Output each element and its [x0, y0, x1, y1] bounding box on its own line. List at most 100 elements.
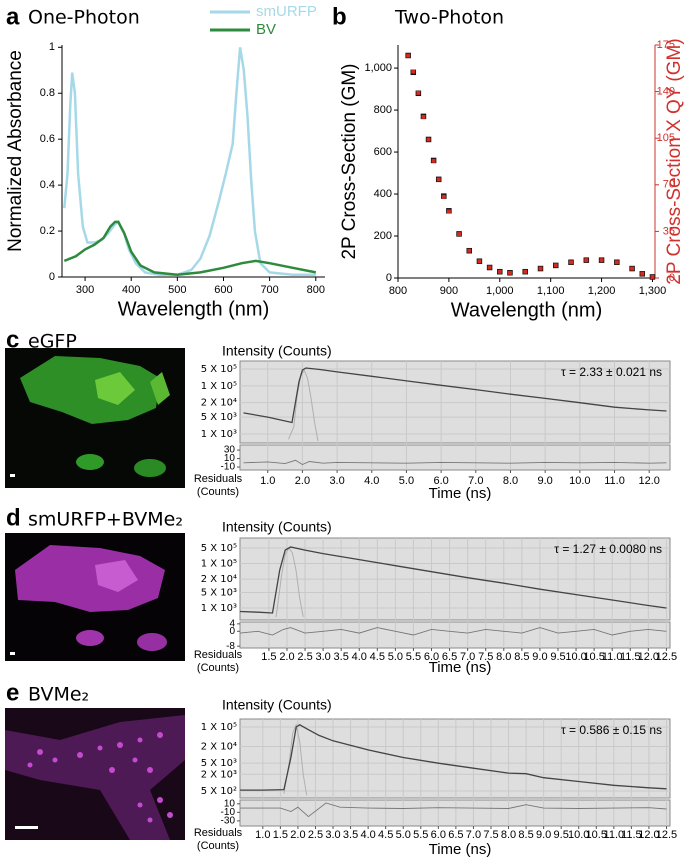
decay-curve: [243, 367, 667, 424]
x-tick-label: 1,300: [639, 285, 667, 297]
x-tick-label: 3.0: [325, 829, 340, 841]
x-tick-label: 6.5: [442, 651, 457, 663]
y-tick-label: 2 X 10⁴: [201, 741, 237, 752]
y-tick-label: 0: [386, 272, 392, 284]
y-tick-label: 0.4: [40, 179, 55, 191]
x-tick-label: 7.0: [468, 475, 483, 487]
x-tick-label: 4.5: [370, 651, 385, 663]
data-point: [538, 266, 543, 271]
data-point: [446, 209, 451, 214]
y2-tick-label: 70: [663, 179, 675, 191]
residual-area: [239, 444, 671, 471]
panel-letter: c: [6, 326, 19, 353]
x-tick-label: 600: [214, 284, 232, 296]
residuals-label: Residuals: [194, 473, 243, 485]
y-tick-label: 0.6: [40, 133, 55, 145]
residual-tick-label: -10: [221, 807, 236, 818]
y-tick-label: 0: [49, 271, 55, 283]
data-point: [441, 194, 446, 199]
x-tick-label: 12.5: [656, 651, 677, 663]
decay-curve: [275, 547, 304, 617]
residual-area: [239, 799, 671, 827]
x-axis-label: Time (ns): [429, 485, 492, 502]
x-tick-label: 6.0: [424, 651, 439, 663]
x-tick-label: 2.5: [297, 651, 312, 663]
decay-curve: [240, 724, 667, 791]
x-tick-label: 2.0: [290, 829, 305, 841]
micrograph-bvme2: [5, 708, 185, 840]
residual-tick-label: -8: [226, 641, 235, 652]
x-tick-label: 6.0: [431, 829, 446, 841]
panel-title: BVMe₂: [28, 684, 89, 706]
x-tick-label: 500: [168, 284, 186, 296]
x-tick-label: 1.0: [255, 829, 270, 841]
x-tick-label: 8.5: [518, 829, 533, 841]
series-line: [63, 220, 317, 276]
x-axis-label: Time (ns): [429, 659, 492, 676]
x-tick-label: 11.0: [602, 651, 623, 663]
x-tick-label: 5.5: [406, 651, 421, 663]
data-point: [650, 274, 655, 279]
x-tick-label: 800: [389, 285, 407, 297]
y-tick-label: 2 X 10⁴: [201, 574, 237, 585]
data-point: [436, 177, 441, 182]
x-tick-label: 7.0: [466, 829, 481, 841]
data-point: [497, 269, 502, 274]
data-point: [411, 69, 416, 74]
residual-area: [239, 621, 671, 649]
data-point: [421, 114, 426, 119]
y-tick-label: 200: [374, 230, 392, 242]
data-point: [426, 137, 431, 142]
x-axis-label: Wavelength (nm): [451, 299, 603, 321]
x-tick-label: 5.0: [396, 829, 411, 841]
x-tick-label: 9.5: [554, 829, 569, 841]
x-tick-label: 8.0: [501, 829, 516, 841]
x-tick-label: 6.5: [448, 829, 463, 841]
data-point: [457, 232, 462, 237]
y-tick-label: 5 X 10³: [201, 758, 237, 769]
micrograph-smurfp: [5, 533, 185, 661]
residual-tick-label: -30: [221, 816, 236, 827]
x-axis-label: Wavelength (nm): [118, 298, 270, 320]
panel-letter: e: [6, 679, 19, 706]
x-tick-label: 7.0: [460, 651, 475, 663]
x-tick-label: 9.0: [532, 651, 547, 663]
data-point: [630, 266, 635, 271]
data-point: [584, 258, 589, 263]
residuals-label: Residuals: [194, 827, 243, 839]
residual-tick-label: 0: [229, 626, 235, 637]
data-point: [507, 270, 512, 275]
annotation: τ = 2.33 ± 0.021 ns: [561, 365, 662, 379]
x-tick-label: 1,100: [537, 285, 565, 297]
x-tick-label: 800: [307, 284, 325, 296]
series-line: [63, 47, 316, 276]
x-tick-label: 400: [122, 284, 140, 296]
residual-tick-label: 10: [224, 798, 236, 809]
x-tick-label: 3.0: [329, 475, 344, 487]
x-axis-label: Time (ns): [429, 841, 492, 858]
x-tick-label: 12.0: [638, 829, 659, 841]
legend-label: smURFP: [256, 3, 317, 20]
y-tick-label: 600: [374, 146, 392, 158]
y-tick-label: 1 X 10⁵: [201, 381, 237, 392]
data-point: [599, 258, 604, 263]
data-point: [467, 248, 472, 253]
data-point: [431, 158, 436, 163]
panel-title: Two-Photon: [394, 7, 504, 29]
x-tick-label: 700: [260, 284, 278, 296]
data-point: [614, 260, 619, 265]
residuals-label: Residuals: [194, 649, 243, 661]
y2-axis-label: 2P Cross-Section X QY (GM): [664, 38, 685, 284]
y-tick-label: 5 X 10²: [201, 786, 237, 797]
data-point: [523, 269, 528, 274]
x-tick-label: 10.5: [586, 829, 607, 841]
x-tick-label: 8.0: [503, 475, 518, 487]
y-tick-label: 5 X 10³: [201, 412, 237, 423]
residual-line: [243, 459, 667, 466]
x-tick-label: 4.5: [378, 829, 393, 841]
y-tick-label: 2 X 10³: [201, 769, 237, 780]
y-tick-label: 1 X 10⁵: [201, 559, 237, 570]
x-tick-label: 4.0: [364, 475, 379, 487]
residual-line: [240, 802, 667, 818]
